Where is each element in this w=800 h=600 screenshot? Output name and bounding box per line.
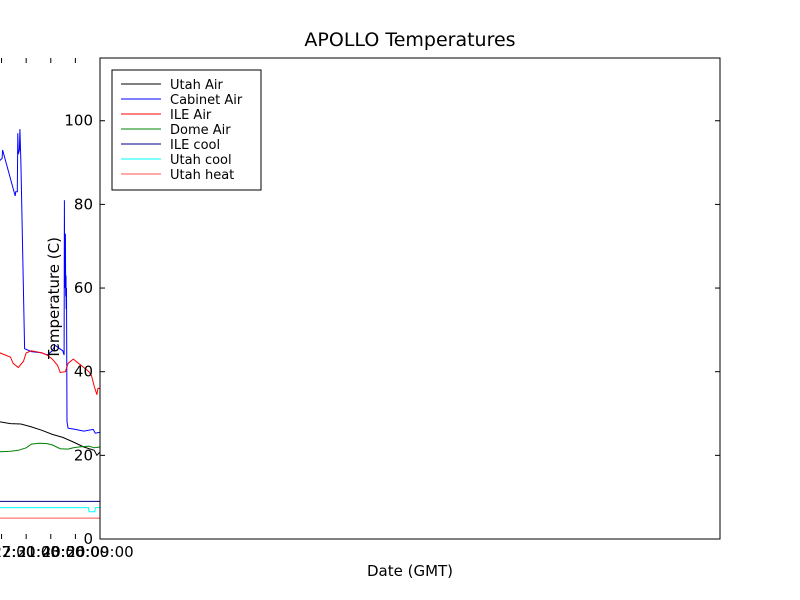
x-tick-label: 22:30:00 [0,543,60,561]
y-tick-label: 100 [64,112,93,130]
y-axis-label: Temperature (C) [45,237,63,360]
series-line-5 [0,507,100,513]
legend-box [111,69,262,191]
legend-entry-label: ILE Air [170,108,212,123]
x-tick-label: 20:09:00 [66,543,133,561]
x-tick-label: 23:17:00 [0,543,35,561]
y-tick-label: 80 [74,195,93,213]
series-line-3 [0,442,101,453]
y-tick-label: 60 [74,279,93,297]
y-tick-label: 20 [74,446,93,464]
legend-entry-label: Utah heat [170,168,234,183]
legend-entry-label: ILE cool [170,138,220,153]
chart-title: APOLLO Temperatures [304,29,515,51]
y-tick-label: 40 [74,363,93,381]
series-line-2 [0,350,100,395]
series-line-0 [0,421,101,457]
y-tick-label: 0 [83,530,93,548]
series-line-1 [0,129,101,434]
x-tick-label: 20:56:00 [42,543,109,561]
legend-entry-label: Utah cool [170,153,232,168]
x-axis-label: Date (GMT) [367,562,453,580]
y-axis: 0 20 40 60 80 100 [64,112,720,548]
legend-entry-label: Utah Air [170,78,223,93]
plot-lines [0,129,101,519]
plot-frame [99,57,721,540]
legend-entry-label: Cabinet Air [170,93,243,108]
legend-entry-label: Dome Air [170,123,231,138]
x-tick-label: 21:43:00 [17,543,84,561]
